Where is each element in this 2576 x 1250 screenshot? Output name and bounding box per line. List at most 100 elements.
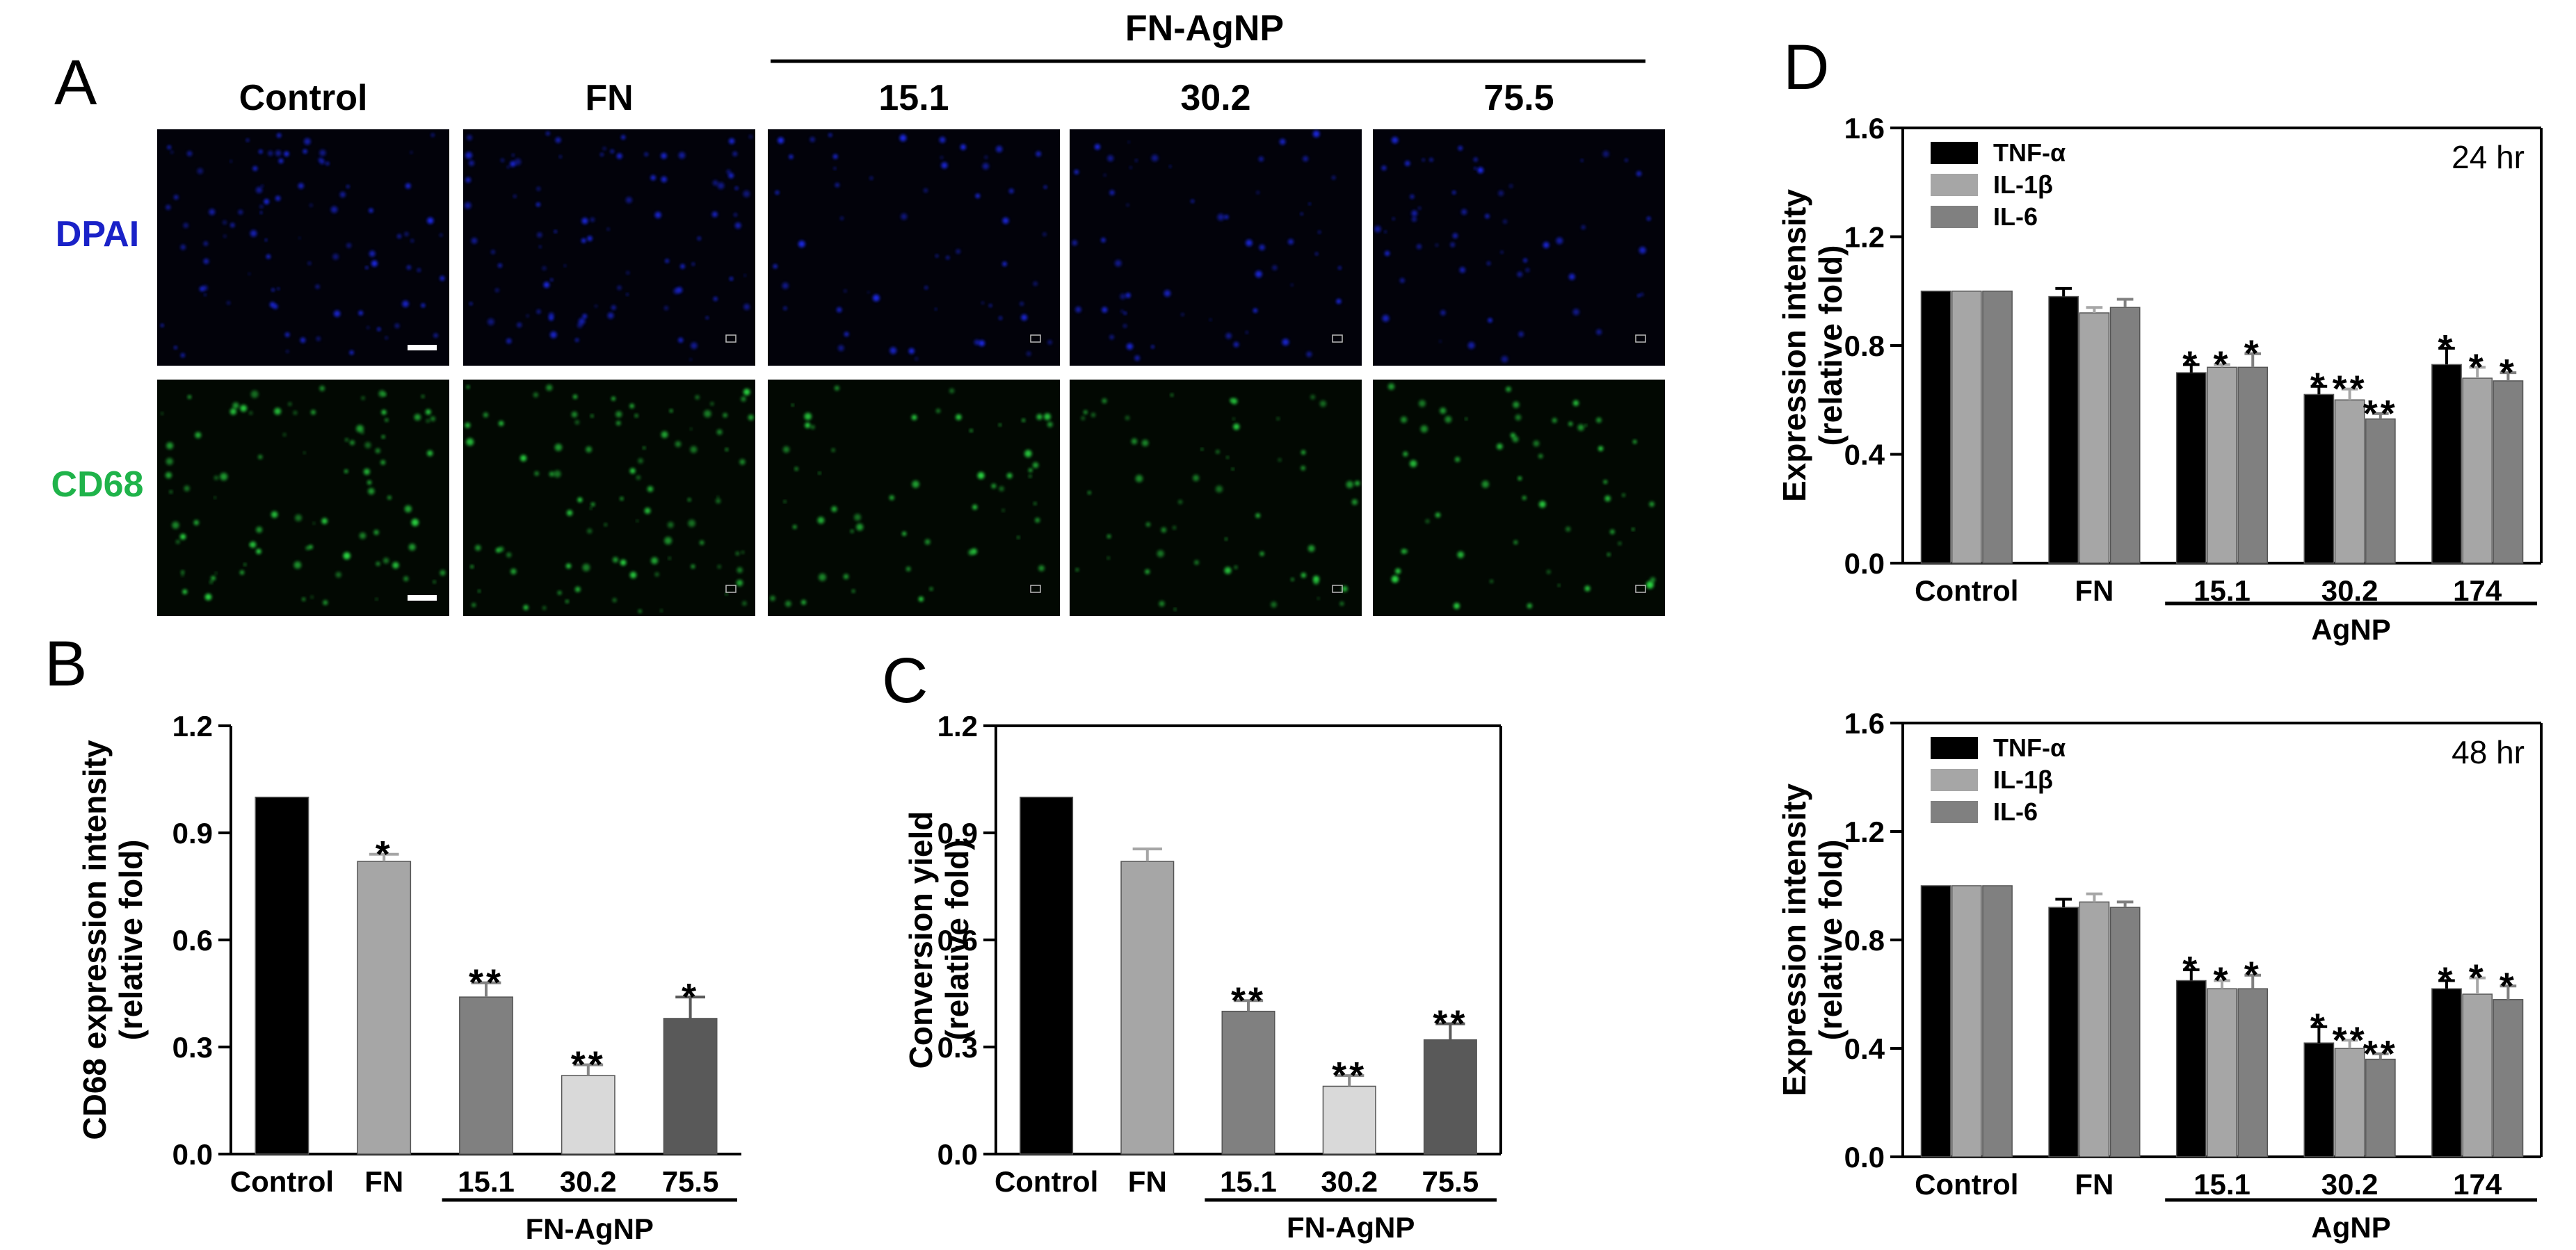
significance-marker: * xyxy=(2310,366,2328,407)
y-axis-title: Conversion yield xyxy=(903,811,939,1069)
y-tick-label: 1.2 xyxy=(1844,815,1885,848)
bar-Control xyxy=(1020,796,1074,1155)
bar-TNF-α-15.1 xyxy=(2175,980,2207,1158)
significance-marker: ** xyxy=(1332,1055,1367,1096)
significance-marker: * xyxy=(2213,960,2230,1002)
y-axis-title: (relative fold) xyxy=(939,840,975,1041)
significance-marker: * xyxy=(376,834,393,875)
y-tick-label: 0.0 xyxy=(1844,547,1885,580)
bar-IL-1β-Control xyxy=(1951,885,1982,1158)
bar-15.1 xyxy=(459,996,513,1155)
y-tick-label: 0.9 xyxy=(937,817,978,850)
x-tick-label: Control xyxy=(1915,574,2018,607)
panel-letter-D1: D xyxy=(1783,32,1829,103)
significance-marker: ** xyxy=(571,1044,606,1086)
x-tick-label: 174 xyxy=(2453,574,2502,607)
panel-letter-C: C xyxy=(882,645,928,716)
x-tick-label: Control xyxy=(995,1165,1098,1198)
group-label: FN-AgNP xyxy=(526,1212,654,1245)
y-tick-label: 0.8 xyxy=(1844,330,1885,362)
legend-label: TNF-α xyxy=(1993,733,2066,762)
x-tick-label: 30.2 xyxy=(2321,1168,2378,1201)
significance-marker: ** xyxy=(2363,1033,2398,1075)
legend-label: TNF-α xyxy=(1993,138,2066,167)
y-tick-label: 1.2 xyxy=(1844,221,1885,254)
bar-TNF-α-15.1 xyxy=(2175,372,2207,564)
legend-label: IL-1β xyxy=(1993,170,2053,199)
micrograph-0-3 xyxy=(1070,129,1362,366)
column-label-3: 30.2 xyxy=(1180,78,1250,118)
bar-IL-6-15.1 xyxy=(2237,366,2269,564)
bar-TNF-α-30.2 xyxy=(2303,393,2335,564)
x-tick-label: 30.2 xyxy=(2321,574,2378,607)
legend: TNF-α IL-1β IL-6 xyxy=(1931,733,2066,826)
panel-a-group-label: FN-AgNP xyxy=(1125,8,1284,49)
significance-marker: * xyxy=(2182,949,2200,991)
y-tick-label: 0.3 xyxy=(937,1031,978,1064)
y-tick-label: 0.8 xyxy=(1844,924,1885,957)
bar-TNF-α-FN xyxy=(2048,907,2079,1158)
legend-label: IL-6 xyxy=(1993,797,2038,826)
legend-swatch xyxy=(1931,174,1978,196)
bar-IL-1β-30.2 xyxy=(2334,399,2365,564)
significance-marker: * xyxy=(2182,343,2200,385)
significance-marker: ** xyxy=(2333,368,2367,410)
y-tick-label: 1.6 xyxy=(1844,707,1885,740)
bar-TNF-α-30.2 xyxy=(2303,1042,2335,1158)
bar-IL-6-174 xyxy=(2493,380,2524,564)
y-tick-label: 1.2 xyxy=(937,710,978,742)
bar-TNF-α-174 xyxy=(2431,988,2462,1158)
column-label-4: 75.5 xyxy=(1483,78,1554,118)
x-tick-label: 15.1 xyxy=(2193,1168,2251,1201)
bar-IL-6-Control xyxy=(1982,291,2013,564)
micrograph-1-3 xyxy=(1070,380,1362,616)
group-label: FN-AgNP xyxy=(1287,1211,1415,1244)
x-tick-label: 75.5 xyxy=(1422,1165,1479,1198)
chart-B: B 0.0 0.3 0.6 0.9 1.2 CD68 expression intensit… xyxy=(45,628,741,1245)
significance-marker: * xyxy=(2438,960,2455,1002)
x-tick-label: 75.5 xyxy=(662,1165,719,1198)
x-tick-label: FN xyxy=(2075,574,2114,607)
panel-a: A FN-AgNP Control FN 15.1 30.2 75.5 DPAI CD68 xyxy=(51,8,1665,616)
y-axis-title: (relative fold) xyxy=(1812,245,1849,446)
charts: B 0.0 0.3 0.6 0.9 1.2 CD68 expression intensit… xyxy=(45,32,2543,1245)
significance-marker: ** xyxy=(1231,980,1266,1021)
micrograph-1-1 xyxy=(463,380,755,616)
significance-marker: * xyxy=(2499,965,2517,1007)
panel-letter-B: B xyxy=(45,628,87,699)
significance-marker: * xyxy=(2244,955,2262,996)
x-tick-label: FN xyxy=(2075,1168,2114,1201)
chart-C: C 0.0 0.3 0.6 0.9 1.2 Conversion yield (relativ… xyxy=(882,645,1502,1244)
bar-IL-6-15.1 xyxy=(2237,988,2269,1158)
bar-IL-6-Control xyxy=(1982,885,2013,1158)
bar-15.1 xyxy=(1221,1010,1275,1155)
y-tick-label: 0.6 xyxy=(172,924,213,957)
micrograph-0-2 xyxy=(768,129,1060,366)
y-axis-title: Expression intensity xyxy=(1776,784,1812,1096)
y-tick-label: 0.0 xyxy=(172,1138,213,1171)
bar-30.2 xyxy=(561,1075,615,1155)
significance-marker: * xyxy=(2469,957,2486,999)
y-tick-label: 1.6 xyxy=(1844,112,1885,145)
bar-IL-1β-30.2 xyxy=(2334,1048,2365,1158)
significance-marker: * xyxy=(2469,346,2486,388)
y-tick-label: 0.4 xyxy=(1844,439,1885,471)
legend-swatch xyxy=(1931,737,1978,759)
significance-marker: * xyxy=(2499,352,2517,393)
group-label: AgNP xyxy=(2311,1211,2390,1244)
micrograph-1-4 xyxy=(1373,380,1665,616)
bar-IL-1β-15.1 xyxy=(2207,366,2237,564)
bar-30.2 xyxy=(1322,1085,1376,1155)
column-label-0: Control xyxy=(239,78,368,118)
y-axis-title: CD68 expression intensity xyxy=(77,740,113,1140)
y-axis-title: Expression intensity xyxy=(1776,189,1812,502)
bar-75.5 xyxy=(1423,1039,1477,1155)
legend-label: IL-6 xyxy=(1993,202,2038,231)
row-label-1: CD68 xyxy=(51,464,144,505)
y-tick-label: 0.0 xyxy=(937,1138,978,1171)
significance-marker: * xyxy=(682,976,699,1018)
bar-TNF-α-Control xyxy=(1920,291,1951,564)
y-tick-label: 1.2 xyxy=(172,710,213,742)
x-tick-label: Control xyxy=(230,1165,334,1198)
micrograph-1-0 xyxy=(157,380,449,616)
